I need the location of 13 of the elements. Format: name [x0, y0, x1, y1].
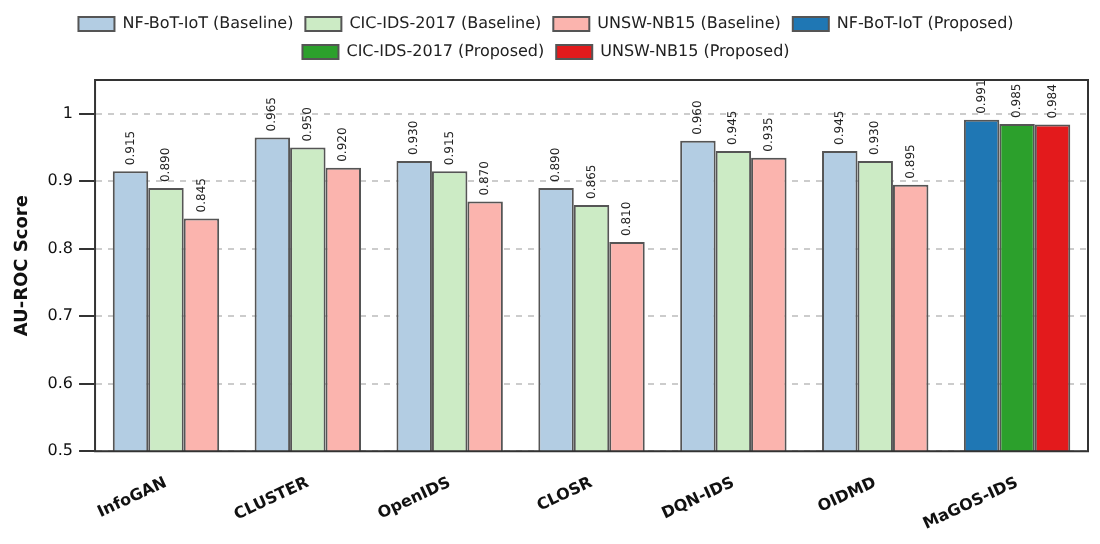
legend-label: UNSW-NB15 (Proposed) [600, 42, 790, 61]
y-axis-title: AU-ROC Score [13, 195, 34, 337]
y-tick-label: 0.5 [47, 441, 74, 460]
y-tick-label: 0.8 [47, 238, 74, 257]
y-tick-label: 0.6 [47, 373, 74, 392]
y-tick-label: 0.7 [47, 306, 74, 325]
legend-label: NF-BoT-IoT (Proposed) [836, 14, 1014, 33]
legend-label: NF-BoT-IoT (Baseline) [122, 14, 294, 33]
legend-label: CIC-IDS-2017 (Baseline) [349, 14, 542, 33]
legend-label: CIC-IDS-2017 (Proposed) [346, 42, 545, 61]
y-tick-label: 0.9 [47, 171, 74, 190]
legend-label: UNSW-NB15 (Baseline) [597, 14, 781, 33]
y-tick-label: 1 [62, 103, 74, 122]
